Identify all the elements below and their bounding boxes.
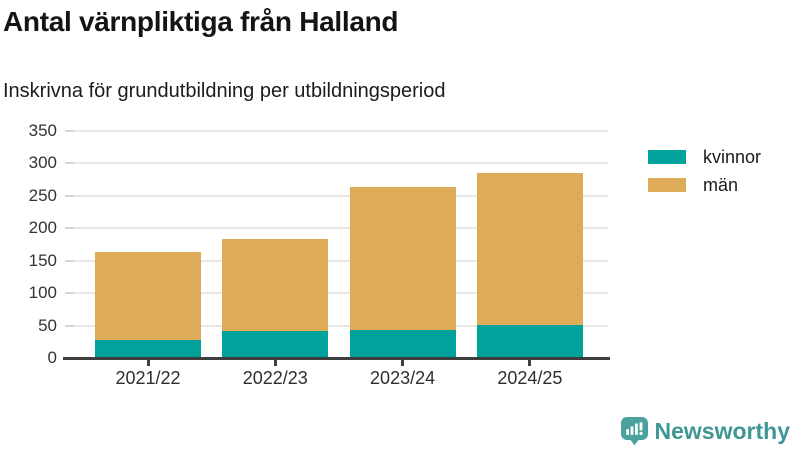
bar-segment-kvinnor — [476, 324, 583, 358]
legend: kvinnor män — [648, 146, 761, 202]
y-tick — [65, 130, 74, 132]
y-axis-label: 100 — [28, 283, 57, 303]
x-axis-label: 2021/22 — [115, 368, 181, 388]
y-axis-label: 50 — [38, 315, 57, 335]
y-axis-label: 0 — [47, 348, 57, 367]
y-tick — [65, 259, 74, 262]
gridline — [65, 130, 608, 132]
y-tick — [65, 324, 74, 327]
legend-item-kvinnor: kvinnor — [648, 146, 761, 168]
y-tick — [65, 162, 74, 165]
x-tick — [146, 359, 150, 366]
legend-label: kvinnor — [703, 146, 762, 167]
y-axis-label: 350 — [28, 121, 57, 140]
bar-segment-kvinnor — [95, 340, 201, 358]
y-axis-label: 300 — [28, 153, 57, 173]
y-axis-label: 200 — [28, 218, 57, 238]
x-axis-label: 2024/25 — [497, 368, 563, 388]
bar-segment-män — [222, 239, 329, 332]
x-tick — [273, 359, 277, 366]
x-axis-label: 2022/23 — [242, 368, 308, 388]
chart-subtitle: Inskrivna för grundutbildning per utbild… — [3, 80, 446, 102]
gridline — [65, 162, 608, 165]
y-axis-label: 250 — [28, 185, 57, 205]
chart-title: Antal värnpliktiga från Halland — [3, 6, 399, 37]
bar-segment-män — [95, 252, 201, 341]
newsworthy-brand-link[interactable]: Newsworthy — [620, 417, 790, 446]
legend-label: män — [703, 174, 739, 195]
x-axis-line — [63, 356, 610, 360]
bar-segment-kvinnor — [222, 331, 329, 358]
x-axis-label: 2023/24 — [370, 368, 436, 388]
legend-swatch-kvinnor — [648, 150, 686, 164]
y-tick — [65, 292, 74, 295]
newsworthy-wordmark: Newsworthy — [654, 418, 790, 444]
gridline — [65, 292, 608, 295]
legend-swatch-män — [648, 178, 686, 192]
x-tick — [528, 359, 532, 366]
x-tick — [401, 359, 405, 366]
gridline — [65, 324, 608, 327]
gridline — [65, 259, 608, 262]
gridline — [65, 194, 608, 197]
legend-item-män: män — [648, 174, 761, 196]
y-tick — [65, 194, 74, 197]
y-tick — [65, 227, 74, 230]
bar-segment-män — [476, 173, 583, 325]
bar-segment-män — [349, 187, 456, 331]
y-axis-label: 150 — [28, 250, 57, 270]
gridline — [65, 227, 608, 230]
newsworthy-logo-icon — [620, 417, 648, 446]
bar-segment-kvinnor — [349, 330, 456, 358]
